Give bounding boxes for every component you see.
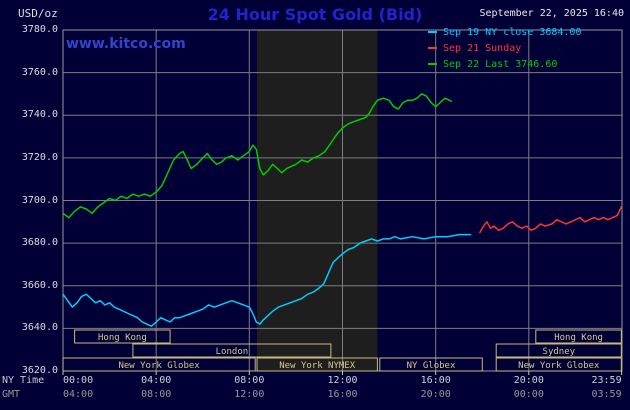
session-label: London bbox=[216, 347, 249, 357]
x-axis-tick-label-gmt: 08:00 bbox=[141, 389, 172, 400]
kitco-watermark-link[interactable]: www.kitco.com bbox=[66, 36, 186, 52]
x-axis-tick-label-gmt: 16:00 bbox=[327, 389, 358, 400]
x-axis-tick-label-gmt: 20:00 bbox=[420, 389, 451, 400]
y-axis-tick-label: 3680.0 bbox=[21, 237, 58, 249]
session-label: New York Globex bbox=[518, 361, 600, 371]
x-axis-tick-label-ny: 16:00 bbox=[420, 375, 451, 386]
session-label: Hong Kong bbox=[554, 333, 603, 343]
x-axis-name-gmt: GMT bbox=[2, 389, 21, 400]
session-box bbox=[74, 329, 171, 344]
y-axis-tick-label: 3780.0 bbox=[21, 24, 58, 35]
legend-line-marker-icon bbox=[428, 31, 437, 33]
x-axis-name-ny: NY Time bbox=[2, 375, 45, 386]
legend-line-marker-icon bbox=[428, 47, 437, 49]
legend-item-sep21: Sep 21 Sunday bbox=[428, 40, 581, 56]
y-axis-tick-label: 3620.0 bbox=[21, 365, 58, 376]
session-box bbox=[495, 343, 622, 358]
session-label: New York Globex bbox=[118, 361, 200, 371]
session-label: NY Globex bbox=[407, 361, 456, 371]
session-label: New York NYMEX bbox=[279, 361, 355, 371]
y-axis-tick-label: 3660.0 bbox=[21, 279, 58, 291]
x-axis-tick-label-gmt: 03:59 bbox=[591, 389, 622, 400]
session-box bbox=[379, 357, 483, 372]
session-box bbox=[62, 357, 256, 372]
y-axis-tick-label: 3700.0 bbox=[21, 194, 58, 206]
legend-label: Sep 21 Sunday bbox=[443, 42, 522, 54]
session-box bbox=[535, 329, 622, 344]
legend-line-marker-icon bbox=[428, 63, 437, 65]
x-axis-tick-label-gmt: 12:00 bbox=[234, 389, 265, 400]
session-label: Hong Kong bbox=[98, 333, 147, 343]
price-series-line bbox=[62, 93, 453, 219]
chart-legend: Sep 19 NY close 3684.00 Sep 21 Sunday Se… bbox=[428, 24, 581, 72]
session-label: Sydney bbox=[543, 347, 576, 357]
x-axis-tick-label-ny: 12:00 bbox=[327, 375, 358, 386]
x-axis-tick-label-gmt: 04:00 bbox=[63, 389, 94, 400]
y-axis-tick-label: 3760.0 bbox=[21, 66, 58, 78]
session-box bbox=[132, 343, 332, 358]
legend-label: Sep 19 NY close 3684.00 bbox=[443, 26, 582, 38]
x-axis-tick-label-ny: 00:00 bbox=[63, 375, 94, 386]
x-axis-tick-label-ny: 08:00 bbox=[234, 375, 265, 386]
datetime-label: September 22, 2025 16:40 bbox=[479, 8, 625, 19]
session-box bbox=[256, 357, 378, 372]
chart-title: 24 Hour Spot Gold (Bid) bbox=[207, 5, 423, 24]
price-series-line bbox=[479, 206, 623, 234]
y-axis-tick-label: 3640.0 bbox=[21, 322, 58, 334]
legend-label: Sep 22 Last 3746.60 bbox=[443, 58, 558, 70]
x-axis-tick-label-ny: 20:00 bbox=[513, 375, 544, 386]
y-axis-tick-label: 3720.0 bbox=[21, 151, 58, 163]
price-series-line bbox=[62, 233, 472, 327]
legend-item-sep22: Sep 22 Last 3746.60 bbox=[428, 56, 581, 72]
x-axis-tick-label-ny: 04:00 bbox=[141, 375, 172, 386]
legend-item-sep19: Sep 19 NY close 3684.00 bbox=[428, 24, 581, 40]
session-box bbox=[495, 357, 622, 372]
x-axis-tick-label-ny: 23:59 bbox=[591, 375, 622, 386]
y-axis-tick-label: 3740.0 bbox=[21, 109, 58, 121]
units-label: USD/oz bbox=[18, 7, 58, 20]
x-axis-tick-label-gmt: 00:00 bbox=[513, 389, 544, 400]
